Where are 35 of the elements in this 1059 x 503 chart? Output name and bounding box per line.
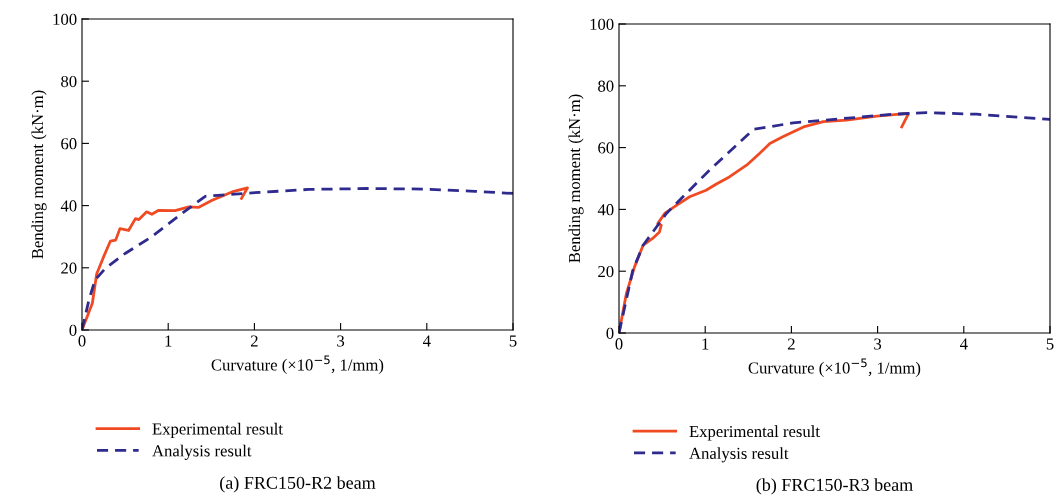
legend-label: Experimental result bbox=[689, 425, 820, 441]
x-tick-label: 5 bbox=[509, 335, 517, 347]
y-tick-label: 40 bbox=[597, 204, 614, 216]
y-tick-label: 60 bbox=[598, 142, 614, 154]
x-tick-label: 4 bbox=[422, 335, 431, 347]
text: (b) FRC150-R3 beam bbox=[756, 478, 913, 495]
x-tick-label: 0 bbox=[615, 338, 623, 350]
y-tick-label: 100 bbox=[53, 13, 77, 25]
legend-label: Analysis result bbox=[152, 444, 252, 460]
y-tick-label: 80 bbox=[61, 75, 77, 88]
y-axis-title: Bending moment (kN·m) bbox=[31, 90, 47, 259]
x-axis-title: Curvature (×10$^{−5}$, 1/mm) bbox=[211, 355, 384, 374]
y-tick-label: 20 bbox=[598, 265, 614, 278]
text: (a) FRC150-R2 beam bbox=[220, 476, 376, 493]
y-tick-label: 20 bbox=[61, 262, 77, 274]
x-tick-label: 1 bbox=[702, 338, 709, 350]
y-tick-label: 40 bbox=[60, 200, 77, 212]
x-axis-title: Curvature (×10$^{−5}$, 1/mm) bbox=[748, 358, 921, 377]
legend-label: Analysis result bbox=[689, 447, 789, 463]
y-tick-label: 60 bbox=[61, 138, 77, 150]
x-tick-label: 2 bbox=[250, 335, 258, 347]
x-tick-label: 2 bbox=[787, 338, 795, 350]
x-tick-label: 1 bbox=[165, 335, 172, 347]
line-series bbox=[82, 186, 249, 330]
legend-label: Experimental result bbox=[152, 422, 283, 438]
x-tick-label: 3 bbox=[337, 335, 345, 347]
y-tick-label: 0 bbox=[606, 327, 614, 339]
x-tick-label: 3 bbox=[874, 338, 882, 350]
y-tick-label: 100 bbox=[590, 18, 614, 30]
x-tick-label: 5 bbox=[1046, 338, 1054, 350]
x-tick-label: 0 bbox=[78, 335, 86, 347]
y-axis-title: Bending moment (kN·m) bbox=[568, 94, 584, 263]
y-tick-label: 0 bbox=[69, 324, 77, 336]
x-tick-label: 4 bbox=[959, 338, 968, 350]
y-tick-label: 80 bbox=[598, 80, 614, 92]
